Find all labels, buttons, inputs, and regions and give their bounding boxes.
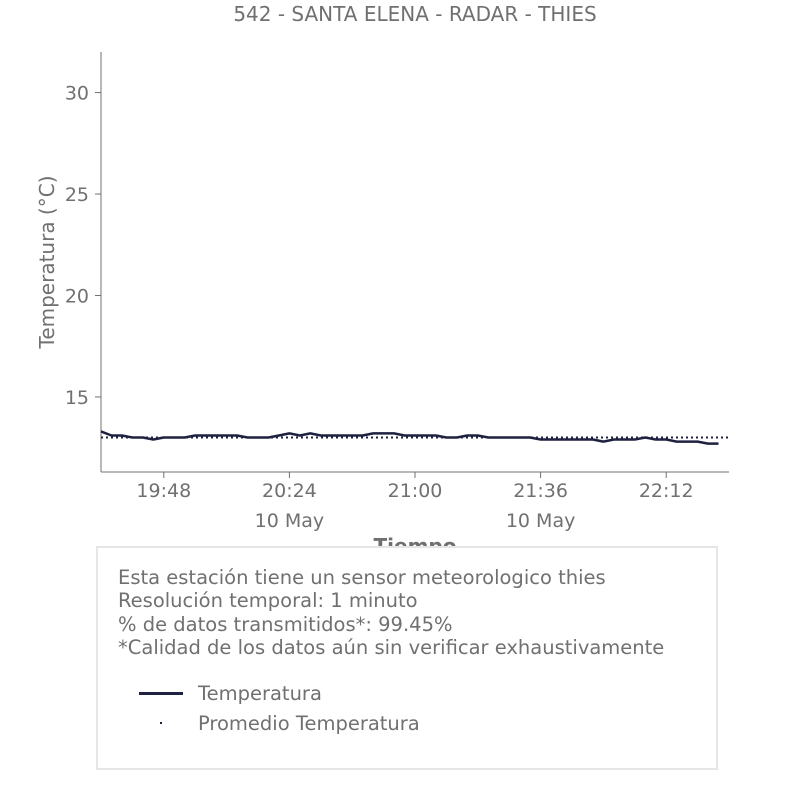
y-axis-label: Temperatura (°C) (35, 175, 59, 349)
temperature-chart: 542 - SANTA ELENA - RADAR - THIES 15 20 25… (35, 2, 729, 558)
info-line-sensor: Esta estación tiene un sensor meteorolog… (118, 566, 606, 589)
x-tick-label: 20:24 (262, 480, 317, 502)
chart-title: 542 - SANTA ELENA - RADAR - THIES (233, 2, 596, 26)
x-tick-label: 21:36 (513, 480, 568, 502)
x-tick-label: 19:48 (136, 480, 191, 502)
info-line-quality: *Calidad de los datos aún sin verificar … (118, 635, 665, 659)
series-layer (100, 430, 729, 445)
info-box: Esta estación tiene un sensor meteorolog… (96, 546, 718, 770)
y-tick-label: 25 (65, 184, 89, 206)
info-line-resolution: Resolución temporal: 1 minuto (118, 589, 418, 613)
info-line-transmitted: % de datos transmitidos*: 99.45% (118, 612, 453, 636)
legend-label-temperatura: Temperatura (198, 681, 322, 705)
y-tick-label: 15 (65, 387, 89, 409)
legend-line-swatch (138, 691, 184, 695)
station-info: Esta estación tiene un sensor meteorolog… (118, 566, 664, 659)
legend-item-promedio: Promedio Temperatura (138, 708, 420, 738)
x-tick-label: 22:12 (639, 480, 694, 502)
y-axis-ticks: 15 20 25 30 (65, 83, 101, 409)
legend-label-promedio: Promedio Temperatura (198, 711, 420, 735)
y-tick-label: 30 (65, 83, 89, 105)
legend-item-temperatura: Temperatura (138, 678, 420, 708)
x-tick-label: 21:00 (388, 480, 443, 502)
y-tick-label: 20 (65, 285, 89, 307)
series-line-temperatura (100, 430, 719, 445)
legend: Temperatura Promedio Temperatura (138, 678, 420, 738)
x-axis-ticks: 19:48 20:24 10 May 21:00 21:36 10 May 22:12 (136, 472, 694, 532)
legend-dot-swatch (138, 722, 184, 724)
x-tick-sublabel: 10 May (506, 510, 576, 532)
x-tick-sublabel: 10 May (255, 510, 325, 532)
